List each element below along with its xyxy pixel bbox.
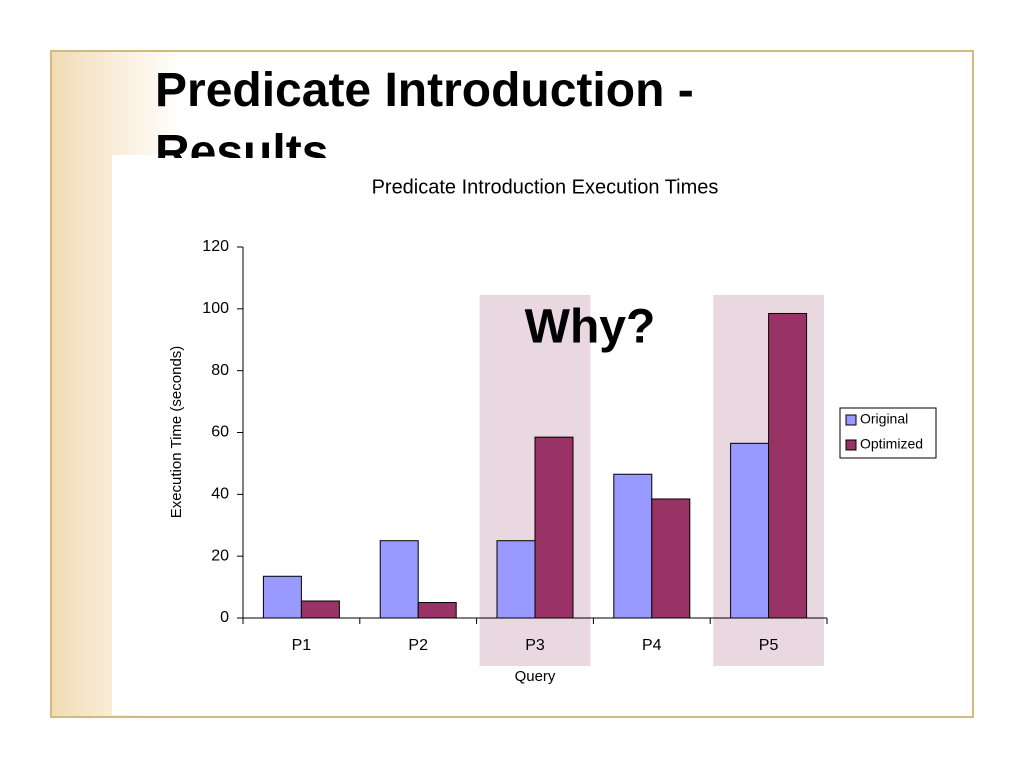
x-axis-label: Query	[515, 668, 556, 685]
bar	[768, 312, 808, 619]
legend-label: Optimized	[860, 436, 923, 452]
bar	[613, 473, 653, 619]
chart-title: Predicate Introduction Execution Times	[372, 176, 719, 198]
y-tick-label: 60	[211, 424, 229, 441]
bar	[730, 442, 770, 619]
bar	[262, 575, 302, 619]
bar	[300, 600, 340, 619]
y-tick-label: 40	[211, 486, 229, 503]
x-tick-label: P5	[759, 637, 779, 654]
legend-swatch	[845, 439, 857, 451]
x-tick-label: P3	[525, 637, 545, 654]
bar	[651, 498, 691, 619]
y-tick-label: 0	[220, 609, 229, 626]
y-tick-label: 20	[211, 547, 229, 564]
legend-swatch	[845, 414, 857, 426]
bar	[534, 436, 574, 619]
y-tick-label: 100	[202, 300, 229, 317]
bar	[496, 540, 536, 619]
bar	[379, 540, 419, 619]
x-tick-label: P2	[408, 637, 428, 654]
y-tick-label: 120	[202, 238, 229, 255]
annotation: Why?	[525, 301, 656, 354]
x-tick-label: P1	[292, 637, 312, 654]
y-axis-label: Execution Time (seconds)	[168, 346, 185, 519]
x-tick-label: P4	[642, 637, 662, 654]
slide-title: Predicate Introduction - Results	[155, 64, 694, 158]
y-tick-label: 80	[211, 362, 229, 379]
legend-label: Original	[860, 411, 908, 427]
bar	[417, 602, 457, 619]
